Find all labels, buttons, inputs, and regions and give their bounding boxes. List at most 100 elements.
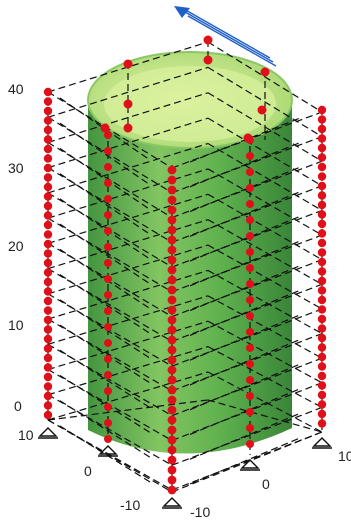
frame-node (257, 105, 267, 115)
frame-node (167, 455, 177, 465)
frame-member (59, 198, 151, 260)
frame-member (47, 217, 173, 293)
frame-member (59, 349, 151, 409)
tick-label: 0 (14, 398, 22, 414)
tick-label: 40 (8, 81, 24, 97)
frame-node (123, 59, 133, 69)
frame-member (59, 147, 151, 211)
frame-member (207, 66, 323, 138)
frame-node (317, 333, 327, 343)
frame-node (167, 395, 177, 405)
frame-node (167, 435, 177, 445)
frame-node (317, 286, 327, 295)
frame-node (43, 249, 53, 258)
tick-label: -10 (120, 497, 140, 513)
frame-node (167, 375, 177, 385)
frame-node (246, 200, 254, 208)
frame-node (167, 325, 177, 335)
support-icon (98, 445, 118, 457)
frame-node (43, 87, 53, 97)
frame-node (317, 314, 327, 324)
support-icon (312, 437, 332, 449)
frame-node (167, 365, 177, 375)
frame-node (167, 415, 177, 425)
frame-node (104, 419, 112, 427)
frame-member (47, 295, 209, 345)
frame-node (317, 295, 327, 305)
frame-member (189, 166, 301, 213)
frame-node (100, 123, 110, 133)
tick-label: 0 (84, 463, 92, 479)
frame-member (59, 400, 151, 458)
frame-node (167, 485, 177, 495)
support-icon (162, 497, 182, 509)
frame-node (167, 335, 177, 345)
frame-node (43, 296, 53, 306)
frame-member (47, 168, 209, 219)
frame-node (104, 131, 112, 139)
frame-member (47, 117, 209, 169)
frame-member (189, 240, 301, 287)
frame-node (317, 390, 327, 400)
frame-node (246, 184, 254, 192)
frame-node (43, 353, 53, 363)
lattice-frame (47, 40, 323, 493)
left-depth-axis: 10 0 -10 (18, 427, 140, 513)
frame-node (43, 125, 53, 135)
tick-label: 0 (262, 476, 270, 492)
frame-node (246, 216, 254, 224)
frame-node (317, 229, 327, 238)
frame-node (104, 307, 112, 315)
frame-node (243, 133, 253, 143)
frame-node (167, 225, 177, 235)
frame-node (104, 403, 112, 411)
load-arrow-icon (174, 6, 277, 67)
frame-node (317, 276, 327, 286)
frame-node (167, 465, 177, 475)
frame-member (47, 343, 173, 417)
frame-node (104, 435, 112, 443)
frame-node (167, 205, 177, 215)
frame-member (47, 193, 209, 244)
frame-node (317, 172, 327, 181)
frame-node (317, 324, 327, 333)
frame-member (59, 274, 151, 334)
frame-node (317, 305, 327, 314)
frame-node (317, 153, 327, 162)
frame-node (104, 147, 112, 155)
frame-node (43, 334, 53, 344)
frame-member (59, 375, 151, 433)
base-supports (38, 427, 332, 509)
frame-node (167, 255, 177, 265)
frame-node (246, 152, 254, 160)
frame-node (167, 285, 177, 295)
frame-node (317, 362, 327, 371)
frame-node (317, 352, 327, 362)
frame-node (167, 235, 177, 245)
tick-label: -10 (190, 504, 210, 520)
frame-member (47, 116, 173, 194)
frame-node (246, 360, 254, 368)
frame-node (104, 179, 112, 187)
frame-member (171, 431, 323, 493)
frame-node (167, 165, 177, 175)
frame-node (246, 296, 254, 304)
frame-node (43, 315, 53, 325)
frame-node (43, 277, 53, 287)
frame-node (317, 238, 327, 248)
frame-member (59, 248, 151, 310)
frame-member (47, 142, 209, 194)
frame-member (59, 122, 151, 186)
frame-node (167, 475, 177, 485)
frame-node (43, 135, 53, 144)
frame-node (104, 275, 112, 283)
frame-node (317, 200, 327, 210)
frame-member (207, 399, 323, 433)
frame-node (104, 291, 112, 299)
vertical-axis: 40 30 20 10 0 (8, 81, 24, 414)
frame-node (167, 345, 177, 355)
frame-node (123, 123, 133, 133)
frame-member (171, 234, 323, 293)
frame-member (59, 173, 151, 235)
frame-node (104, 163, 112, 171)
